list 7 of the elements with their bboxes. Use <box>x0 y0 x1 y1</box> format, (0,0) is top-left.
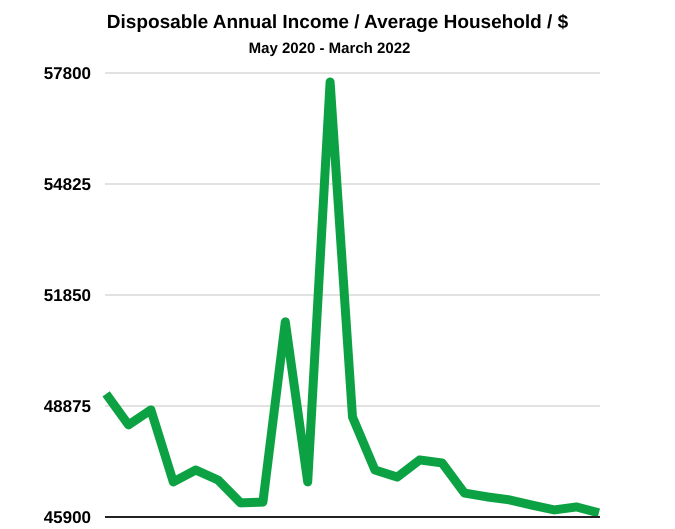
y-tick-label: 48875 <box>44 396 91 416</box>
y-tick-label: 54825 <box>44 174 91 194</box>
chart-subtitle: May 2020 - March 2022 <box>248 40 410 57</box>
chart-title: Disposable Annual Income / Average Household / $ <box>106 12 569 33</box>
y-tick-label: 45900 <box>44 508 91 527</box>
y-tick-label: 51850 <box>44 286 91 305</box>
y-tick-label: 57800 <box>44 64 91 83</box>
